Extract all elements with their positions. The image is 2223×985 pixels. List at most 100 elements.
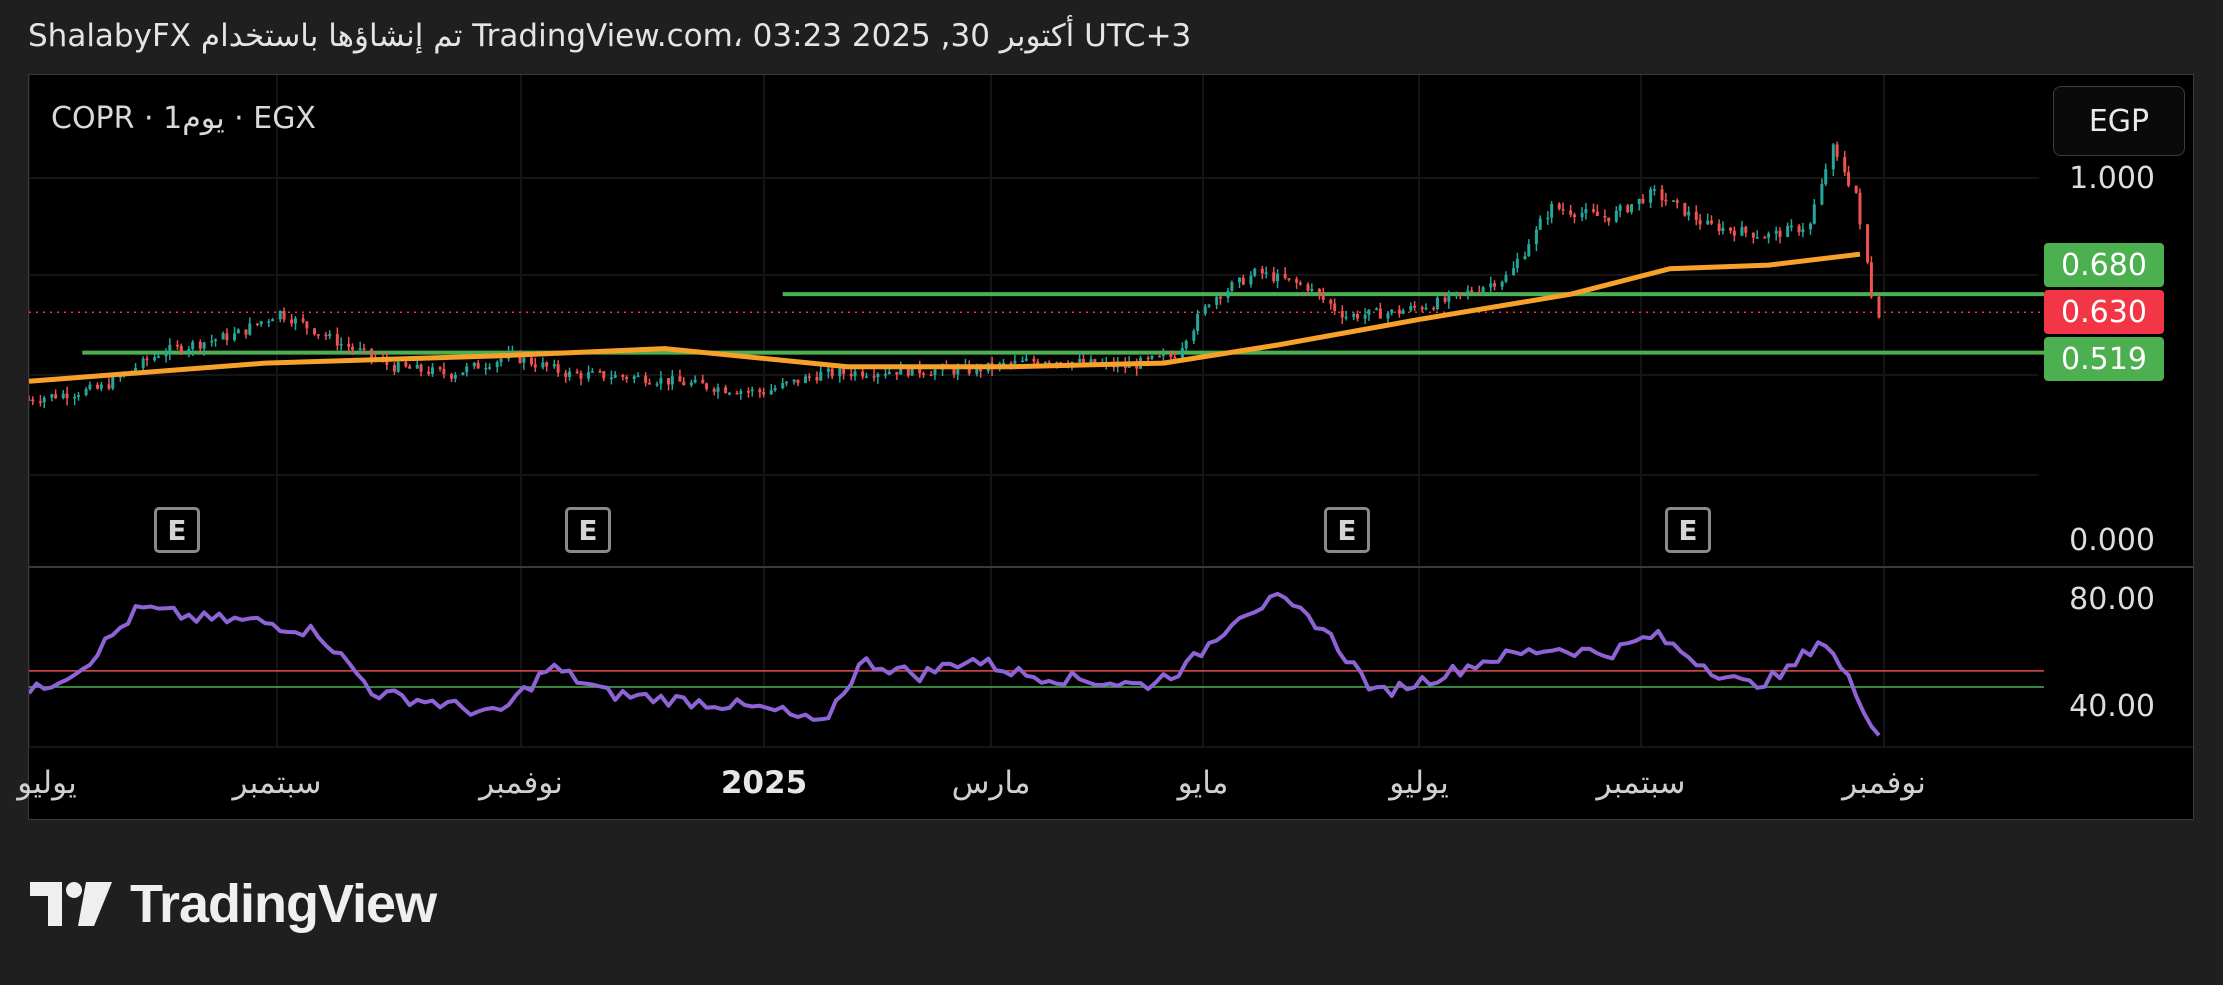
candle-up xyxy=(1481,287,1485,293)
candle-down xyxy=(1869,262,1873,297)
candle-down xyxy=(1287,278,1291,280)
candle-up xyxy=(1740,226,1744,236)
candle-up xyxy=(1614,210,1618,222)
candle-up xyxy=(655,383,659,386)
candle-down xyxy=(450,374,454,379)
candle-up xyxy=(1386,313,1390,319)
candle-down xyxy=(1329,299,1333,304)
candle-up xyxy=(1706,220,1710,225)
candle-up xyxy=(42,397,46,403)
chart-plot[interactable] xyxy=(29,75,2193,819)
candle-up xyxy=(1820,184,1824,205)
candle-up xyxy=(1637,198,1641,205)
candle-up xyxy=(111,376,115,389)
candle-down xyxy=(1675,200,1679,203)
candle-down xyxy=(198,341,202,349)
candle-up xyxy=(461,372,465,376)
candle-down xyxy=(575,371,579,374)
candle-up xyxy=(1192,330,1196,341)
candle-up xyxy=(499,358,503,363)
candle-down xyxy=(724,387,728,394)
candle-down xyxy=(1694,211,1698,220)
candle-down xyxy=(830,368,834,377)
candle-up xyxy=(1580,213,1584,218)
candle-down xyxy=(1413,306,1417,308)
rsi-line xyxy=(29,591,1881,737)
candle-down xyxy=(1295,279,1299,283)
candle-up xyxy=(1024,358,1028,361)
candle-down xyxy=(762,392,766,395)
candle-up xyxy=(221,333,225,340)
candle-down xyxy=(1835,144,1839,157)
candle-up xyxy=(1150,355,1154,359)
candle-up xyxy=(465,366,469,373)
candle-up xyxy=(1078,358,1082,362)
candle-down xyxy=(1397,309,1401,314)
earnings-marker[interactable]: E xyxy=(154,507,200,553)
candle-up xyxy=(248,323,252,335)
candle-down xyxy=(54,394,58,399)
candle-down xyxy=(861,371,865,377)
candle-down xyxy=(370,348,374,358)
candle-down xyxy=(1321,293,1325,300)
candle-up xyxy=(1812,204,1816,224)
candle-up xyxy=(1013,360,1017,364)
candle-down xyxy=(1847,172,1851,186)
candle-up xyxy=(73,396,77,399)
candle-up xyxy=(76,395,80,397)
candle-up xyxy=(1196,313,1200,331)
earnings-marker[interactable]: E xyxy=(565,507,611,553)
currency-button[interactable]: EGP xyxy=(2053,86,2185,156)
candle-up xyxy=(876,374,880,378)
candle-down xyxy=(1854,185,1858,193)
candle-up xyxy=(1630,204,1634,213)
candle-up xyxy=(1755,237,1759,239)
candle-down xyxy=(1626,205,1630,213)
candle-down xyxy=(602,371,606,379)
candle-up xyxy=(141,358,145,368)
candle-down xyxy=(1603,216,1607,218)
candle-up xyxy=(1454,292,1458,294)
earnings-marker[interactable]: E xyxy=(1665,507,1711,553)
candle-up xyxy=(1808,223,1812,230)
candle-down xyxy=(408,366,412,369)
candle-up xyxy=(156,356,160,358)
candle-down xyxy=(1595,211,1599,217)
candle-down xyxy=(1493,283,1497,287)
candle-down xyxy=(38,401,42,403)
candle-down xyxy=(906,366,910,376)
candle-down xyxy=(1843,156,1847,173)
candle-up xyxy=(430,367,434,375)
candle-up xyxy=(1352,314,1356,317)
candle-up xyxy=(1409,306,1413,311)
candle-down xyxy=(678,376,682,382)
candle-up xyxy=(1801,229,1805,233)
candle-up xyxy=(1538,218,1542,230)
candle-up xyxy=(1390,309,1394,314)
candle-up xyxy=(510,351,514,354)
tradingview-logo[interactable]: TradingView xyxy=(30,873,437,935)
candle-down xyxy=(849,373,853,377)
x-tick-label: مايو xyxy=(1177,765,1229,801)
candle-up xyxy=(1203,306,1207,314)
candle-up xyxy=(1226,290,1230,298)
candle-up xyxy=(191,341,195,349)
candle-down xyxy=(290,319,294,324)
candle-down xyxy=(362,348,366,350)
candle-down xyxy=(31,399,35,402)
candle-up xyxy=(1367,309,1371,315)
candle-up xyxy=(1207,304,1211,307)
earnings-marker[interactable]: E xyxy=(1324,507,1370,553)
candle-up xyxy=(1786,225,1790,237)
chart-area[interactable]: COPR · 1يوم · EGX EGP 1.000 0.000 80.00 … xyxy=(17,74,2194,820)
candle-up xyxy=(670,376,674,385)
candle-up xyxy=(168,344,172,354)
candle-up xyxy=(1447,293,1451,302)
candle-up xyxy=(1180,348,1184,358)
candle-up xyxy=(613,375,617,378)
candle-down xyxy=(1717,223,1721,232)
candle-down xyxy=(305,321,309,329)
candle-up xyxy=(864,376,868,378)
candle-up xyxy=(233,333,237,341)
price-badge-support: 0.519 xyxy=(2044,337,2164,381)
